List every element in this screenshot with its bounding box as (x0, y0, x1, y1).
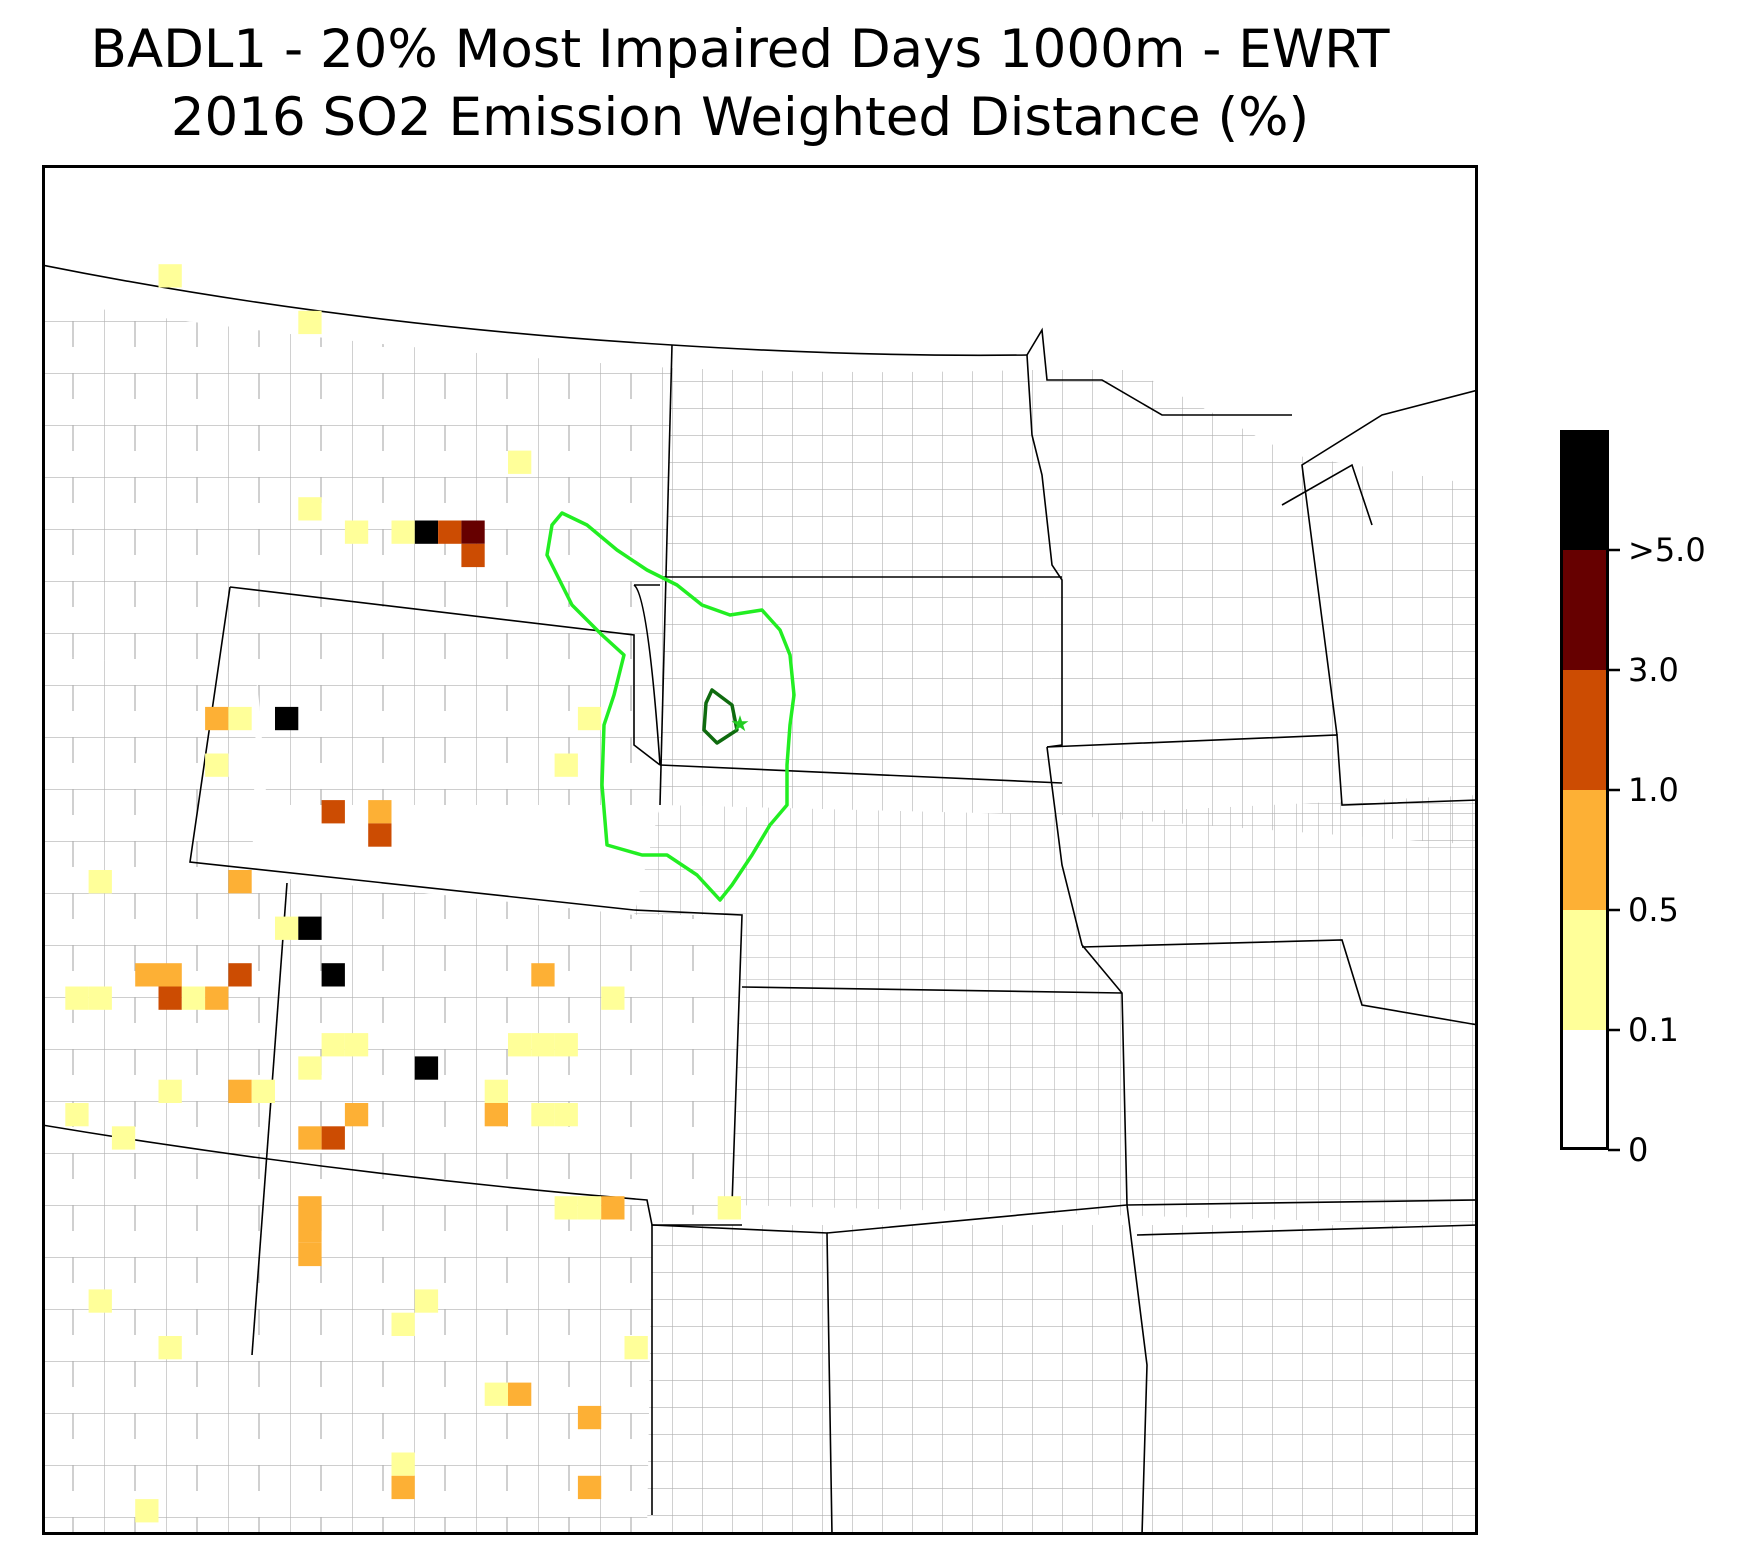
emission-cell (321, 963, 345, 987)
emission-cell (88, 1289, 112, 1313)
colorbar-tick-label: 0.5 (1628, 891, 1679, 929)
emission-cell (484, 1103, 508, 1127)
emission-cell (88, 870, 112, 894)
emission-cell (181, 986, 206, 1010)
emission-cell (228, 963, 252, 987)
emission-cell (228, 870, 252, 894)
emission-cell (508, 450, 532, 474)
emission-cell (65, 986, 89, 1010)
emission-cell (205, 706, 229, 731)
colorbar-ticks: >5.0 3.0 1.0 0.5 0.1 0 (1608, 531, 1706, 1169)
emission-cell (577, 1196, 602, 1220)
emission-cell (251, 1079, 275, 1103)
aoi-contour (545, 511, 796, 902)
site-marker-icon: ★ (730, 712, 750, 737)
emission-cell (438, 520, 462, 544)
emission-cell (414, 1289, 439, 1313)
state-boundaries (42, 264, 1478, 1535)
colorbar-bin (1560, 430, 1608, 550)
colorbar-frame (1560, 430, 1609, 1150)
colorbar-bin (1560, 550, 1608, 670)
emission-cell (391, 1475, 415, 1500)
emission-cell (298, 1196, 322, 1220)
emission-cell (624, 1336, 648, 1360)
emission-cell (275, 706, 299, 731)
colorbar-tick-label: 1.0 (1628, 771, 1679, 809)
emission-cell (368, 800, 392, 824)
emission-cell (205, 986, 229, 1010)
colorbar-bin (1560, 1030, 1608, 1150)
emission-cell (321, 1033, 345, 1057)
emission-cell (135, 963, 159, 987)
emission-cell (414, 1056, 439, 1080)
emission-cell (508, 1382, 532, 1406)
emission-cells (65, 264, 741, 1523)
emission-cell (531, 963, 555, 987)
emission-cell (554, 1103, 578, 1127)
emission-cell (461, 543, 485, 568)
title-line-1: BADL1 - 20% Most Impaired Days 1000m - E… (90, 19, 1390, 80)
emission-cell (577, 706, 602, 731)
title-line-2: 2016 SO2 Emission Weighted Distance (%) (170, 87, 1310, 148)
emission-cell (391, 1452, 415, 1476)
emission-cell (298, 1242, 322, 1267)
emission-cell (158, 1336, 182, 1360)
emission-cell (484, 1079, 508, 1103)
colorbar-bin (1560, 910, 1608, 1030)
emission-cell (601, 1196, 625, 1220)
emission-cell (601, 986, 625, 1010)
emission-cell (577, 1475, 602, 1500)
emission-cell (414, 520, 439, 544)
emission-cell (298, 497, 322, 521)
emission-cell (298, 310, 322, 335)
emission-cell (484, 1382, 508, 1406)
emission-cell (368, 823, 392, 847)
emission-cell (508, 1033, 532, 1057)
emission-cell (577, 1405, 602, 1430)
emission-cell (391, 1312, 415, 1336)
emission-cell (461, 520, 485, 544)
emission-cell (321, 1126, 345, 1150)
map-panel: ★ (42, 165, 1478, 1535)
emission-cell (554, 753, 578, 777)
colorbar-bin (1560, 790, 1608, 910)
colorbar-tick-label: >5.0 (1628, 531, 1706, 569)
emission-cell (158, 1079, 182, 1103)
map-frame (42, 165, 1478, 1535)
emission-cell (717, 1196, 741, 1220)
emission-cell (135, 1499, 159, 1523)
emission-cell (531, 1103, 555, 1127)
emission-cell (275, 916, 299, 940)
emission-cell (321, 800, 345, 824)
emission-cell (344, 1103, 369, 1127)
emission-cell (111, 1126, 136, 1150)
emission-cell (88, 986, 112, 1010)
emission-cell (158, 986, 182, 1010)
emission-cell (228, 706, 252, 731)
emission-cell (158, 264, 182, 288)
emission-cell (554, 1033, 578, 1057)
emission-cell (298, 916, 322, 940)
inner-contour (702, 688, 739, 745)
colorbar-tick-label: 0.1 (1628, 1011, 1679, 1049)
emission-cell (344, 520, 369, 544)
emission-cell (298, 1126, 322, 1150)
emission-cell (391, 520, 415, 544)
colorbar-bins (1560, 430, 1608, 1150)
colorbar-tick-label: 3.0 (1628, 651, 1679, 689)
county-boundaries (42, 300, 1478, 1535)
colorbar: >5.0 3.0 1.0 0.5 0.1 0 (1560, 430, 1706, 1169)
emission-cell (344, 1033, 369, 1057)
colorbar-tick-label: 0 (1628, 1131, 1648, 1169)
emission-cell (298, 1056, 322, 1080)
emission-cell (531, 1033, 555, 1057)
colorbar-bin (1560, 670, 1608, 790)
emission-cell (158, 963, 182, 987)
emission-cell (65, 1103, 89, 1127)
emission-cell (228, 1079, 252, 1103)
emission-cell (298, 1219, 322, 1243)
emission-cell (205, 753, 229, 777)
emission-cell (554, 1196, 578, 1220)
